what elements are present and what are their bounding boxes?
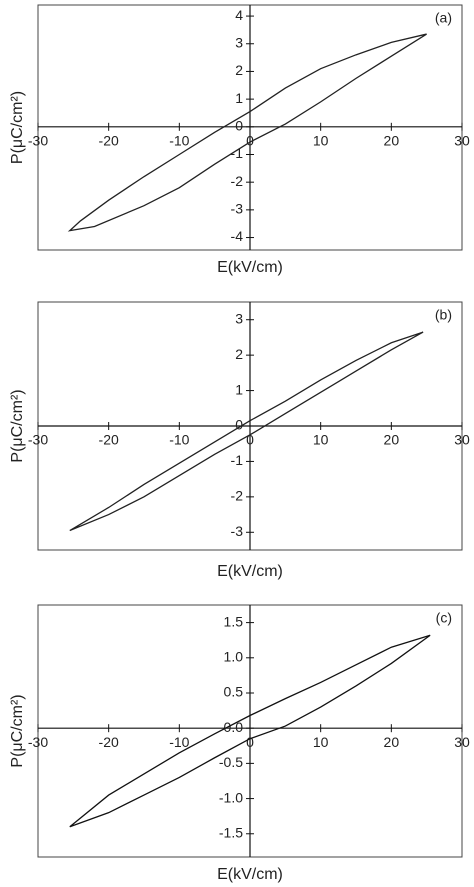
x-tick-label: -30 <box>28 432 48 448</box>
x-tick-label: 10 <box>313 432 329 448</box>
y-tick-label: 1 <box>235 90 243 106</box>
x-axis-title: E(kV/cm) <box>217 563 283 580</box>
y-tick-label: -3 <box>231 201 244 217</box>
x-tick-label: 10 <box>313 133 329 149</box>
y-tick-label: 0.5 <box>224 684 244 700</box>
x-tick-label: 0 <box>246 432 254 448</box>
panel-label: (b) <box>435 307 452 323</box>
x-tick-label: 20 <box>384 133 400 149</box>
x-axis-title: E(kV/cm) <box>217 259 283 276</box>
panel-label: (c) <box>436 610 452 626</box>
x-tick-label: -30 <box>28 133 48 149</box>
y-axis-title: P(μC/cm²) <box>9 91 26 164</box>
x-tick-label: 20 <box>384 432 400 448</box>
y-tick-label: 0 <box>235 417 243 433</box>
x-tick-label: 30 <box>454 133 470 149</box>
y-tick-label: 2 <box>235 62 243 78</box>
y-tick-label: -4 <box>231 228 244 244</box>
y-tick-label: -0.5 <box>219 754 243 770</box>
y-tick-label: 3 <box>235 310 243 326</box>
y-tick-label: 1 <box>235 381 243 397</box>
x-tick-label: -30 <box>28 734 48 750</box>
x-tick-label: 0 <box>246 133 254 149</box>
y-tick-label: 1.5 <box>224 613 244 629</box>
x-axis-title: E(kV/cm) <box>217 866 283 883</box>
y-tick-label: -1 <box>231 452 244 468</box>
y-tick-label: -1.0 <box>219 789 243 805</box>
y-tick-label: -2 <box>231 488 244 504</box>
y-tick-label: 0 <box>235 118 243 134</box>
x-tick-label: 20 <box>384 734 400 750</box>
y-tick-label: 3 <box>235 34 243 50</box>
x-tick-label: 0 <box>246 734 254 750</box>
y-tick-label: 4 <box>235 7 243 23</box>
x-tick-label: -10 <box>169 432 189 448</box>
y-tick-label: -3 <box>231 523 244 539</box>
loop-line <box>69 331 424 532</box>
y-axis-title: P(μC/cm²) <box>9 694 26 767</box>
y-tick-label: -2 <box>231 173 244 189</box>
y-tick-label: 1.0 <box>224 648 244 664</box>
x-tick-label: -20 <box>99 734 119 750</box>
x-tick-label: -20 <box>99 432 119 448</box>
y-tick-label: 0.0 <box>224 719 244 735</box>
x-tick-label: 30 <box>454 734 470 750</box>
x-tick-label: 10 <box>313 734 329 750</box>
y-tick-label: -1.5 <box>219 824 243 840</box>
x-tick-label: -20 <box>99 133 119 149</box>
x-tick-label: 30 <box>454 432 470 448</box>
y-tick-label: 2 <box>235 346 243 362</box>
y-tick-label: -1 <box>231 145 244 161</box>
x-tick-label: -10 <box>169 734 189 750</box>
x-tick-label: -10 <box>169 133 189 149</box>
loop-line <box>67 33 428 232</box>
y-axis-title: P(μC/cm²) <box>9 389 26 462</box>
loop-line <box>69 634 431 828</box>
panel-label: (a) <box>435 10 452 26</box>
